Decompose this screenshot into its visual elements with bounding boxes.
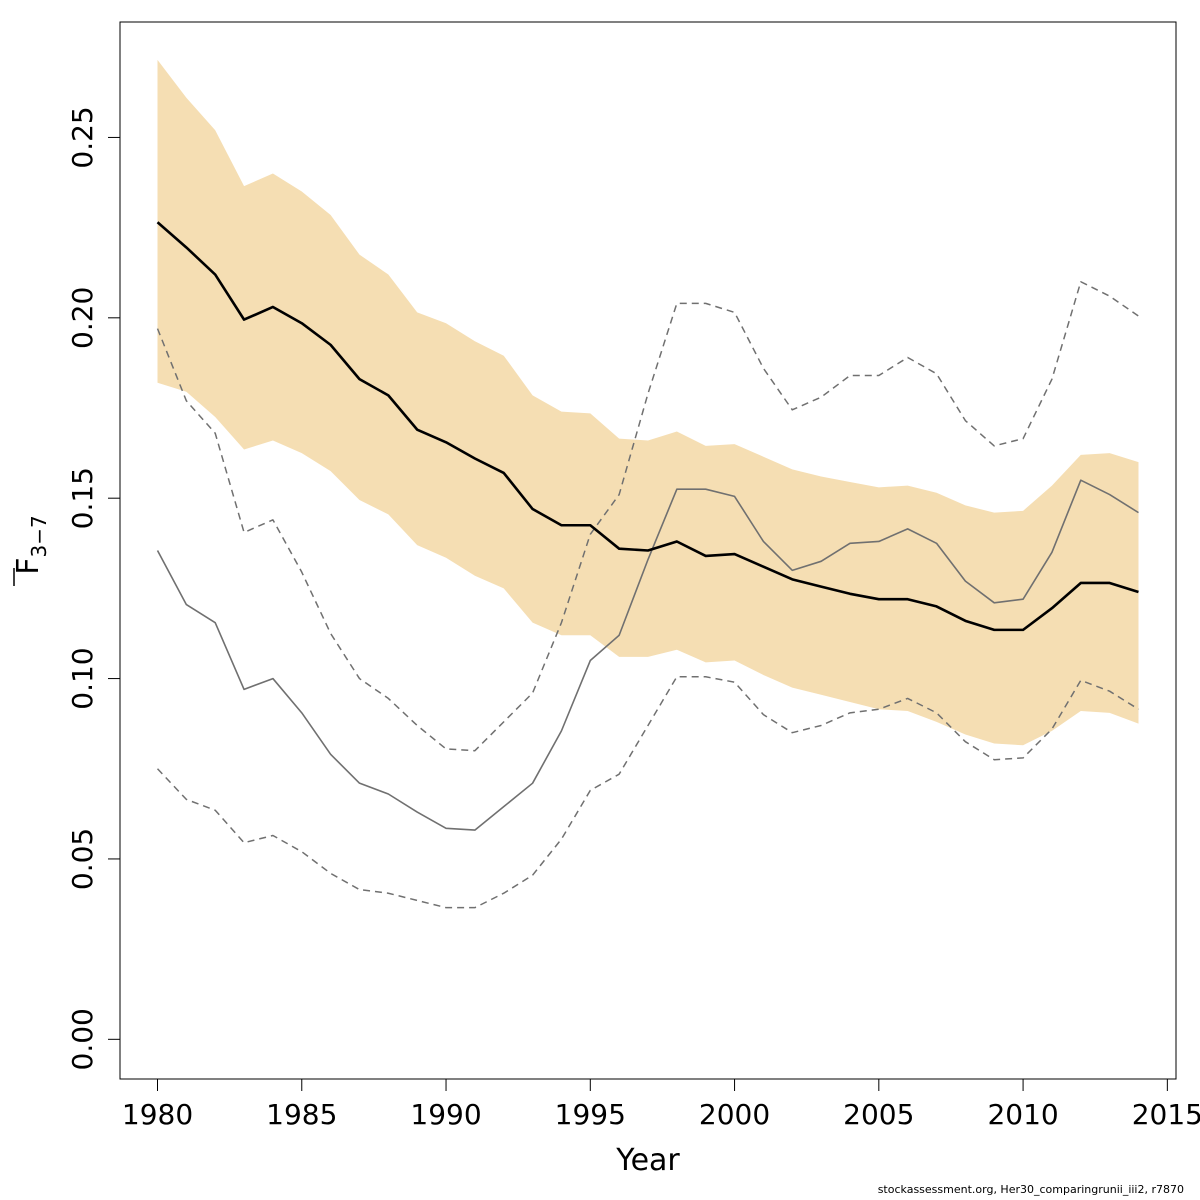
- x-axis: 1980 1985 1990 1995 2000 2005 2010 2015: [122, 1079, 1200, 1131]
- footer-credit: stockassessment.org, Her30_comparingruni…: [877, 1183, 1184, 1196]
- x-tick-label-2005: 2005: [843, 1098, 914, 1131]
- x-tick-label-1990: 1990: [410, 1098, 481, 1131]
- y-tick-label-3: 0.15: [66, 467, 99, 529]
- x-axis-title: Year: [615, 1143, 680, 1178]
- y-tick-label-0: 0.00: [66, 1008, 99, 1070]
- x-tick-label-2015: 2015: [1132, 1098, 1200, 1131]
- x-tick-label-2000: 2000: [699, 1098, 770, 1131]
- y-axis: 0.00 0.05 0.10 0.15 0.20 0.25: [66, 106, 120, 1070]
- y-tick-label-5: 0.25: [66, 106, 99, 168]
- series-lines-layer: [156, 221, 1139, 909]
- x-tick-label-1985: 1985: [266, 1098, 337, 1131]
- plot-frame: [119, 21, 1177, 1080]
- x-tick-label-1980: 1980: [122, 1098, 193, 1131]
- y-axis-title-subscript: 3−7: [27, 515, 51, 557]
- x-tick-label-1995: 1995: [555, 1098, 626, 1131]
- series-line-comparison-lower: [156, 676, 1139, 909]
- series-line-estimate: [156, 221, 1139, 632]
- x-tick-label-2010: 2010: [987, 1098, 1058, 1131]
- y-tick-label-2: 0.10: [66, 647, 99, 709]
- series-line-comparison-upper: [156, 280, 1139, 752]
- confidence-band-layer: [157, 59, 1139, 746]
- series-line-comparison: [156, 479, 1139, 831]
- y-axis-title-main: F: [11, 557, 46, 574]
- y-tick-label-4: 0.20: [66, 287, 99, 349]
- confidence-band: [157, 59, 1139, 746]
- y-tick-label-1: 0.05: [66, 828, 99, 890]
- y-axis-title: F3−7: [11, 515, 51, 574]
